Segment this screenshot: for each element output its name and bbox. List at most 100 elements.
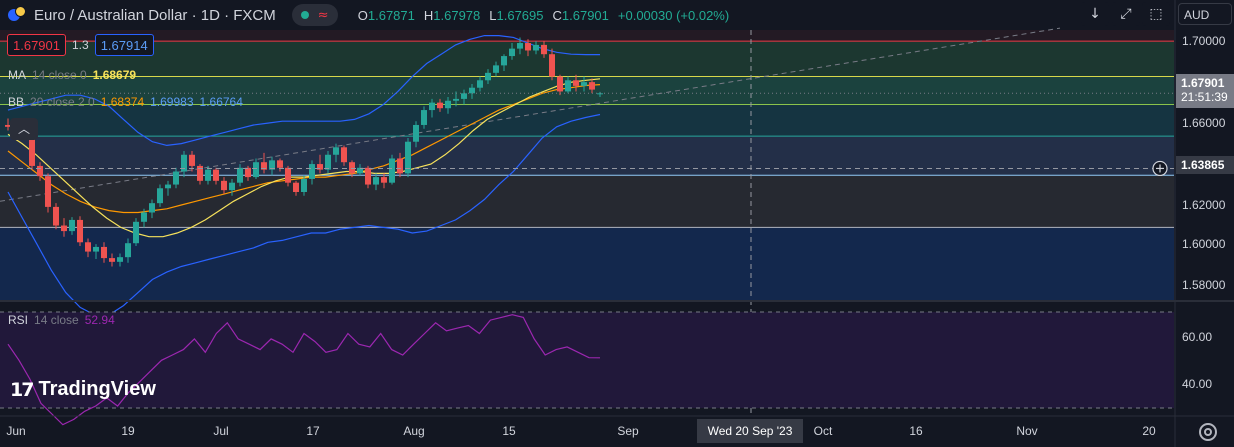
candle-body bbox=[509, 48, 515, 57]
candle-body bbox=[469, 87, 475, 94]
time-axis-label: 20 bbox=[1142, 424, 1156, 438]
bb-legend[interactable]: BB 20 close 2 0 1.68374 1.69983 1.66764 bbox=[8, 95, 243, 109]
candle-body bbox=[325, 154, 331, 170]
candle-body bbox=[333, 147, 339, 155]
snapshot-icon[interactable]: ⬚ bbox=[1142, 2, 1170, 26]
candle-body bbox=[221, 180, 227, 191]
price-axis-label: 1.58000 bbox=[1182, 278, 1226, 292]
time-axis-label: 16 bbox=[909, 424, 923, 438]
level-zone bbox=[0, 76, 1174, 105]
time-axis-label: Nov bbox=[1016, 424, 1038, 438]
candle-body bbox=[357, 167, 363, 174]
ma-value: 1.68679 bbox=[92, 68, 137, 82]
time-axis-label: Sep bbox=[617, 424, 639, 438]
candle-body bbox=[413, 124, 419, 142]
candle-body bbox=[53, 206, 59, 226]
candle-body bbox=[93, 246, 99, 252]
market-open-dot-icon bbox=[301, 11, 310, 19]
rsi-legend[interactable]: RSI 14 close 52.94 bbox=[8, 313, 115, 327]
candle-body bbox=[549, 54, 555, 77]
time-axis-label: Jun bbox=[6, 424, 26, 438]
candle-body bbox=[61, 225, 67, 232]
candle-body bbox=[229, 182, 235, 191]
ohlc-item: H1.67978 bbox=[424, 8, 480, 23]
gear-icon[interactable] bbox=[1199, 423, 1217, 441]
sell-button[interactable]: 1.67901 bbox=[7, 34, 66, 56]
rsi-axis-label: 60.00 bbox=[1182, 330, 1213, 344]
candle-body bbox=[581, 82, 587, 86]
candle-body bbox=[157, 188, 163, 204]
candle-body bbox=[277, 160, 283, 168]
level-zone bbox=[0, 227, 1174, 300]
level-zone bbox=[0, 30, 1174, 42]
chevron-up-icon[interactable]: ︿ bbox=[10, 118, 38, 140]
symbol-title[interactable]: Euro / Australian Dollar · 1D · FXCM bbox=[34, 6, 276, 24]
candle-body bbox=[525, 43, 531, 51]
candle-body bbox=[29, 138, 35, 166]
candle-body bbox=[573, 80, 579, 86]
ohlc-key: H bbox=[423, 7, 434, 23]
candle-body bbox=[453, 98, 459, 101]
ma-params: 14 close 0 bbox=[32, 68, 87, 82]
candle-body bbox=[309, 164, 315, 179]
fullscreen-icon[interactable]: ⤢ bbox=[1112, 2, 1140, 26]
quantity-value[interactable]: 1.3 bbox=[72, 38, 89, 52]
price-axis-label: 1.62000 bbox=[1182, 198, 1226, 212]
candle-body bbox=[85, 242, 91, 252]
candle-body bbox=[133, 221, 139, 244]
ma-legend[interactable]: MA 14 close 0 1.68679 bbox=[8, 68, 136, 82]
candle-body bbox=[245, 167, 251, 178]
candle-body bbox=[461, 93, 467, 99]
bb-upper-value: 1.69983 bbox=[150, 95, 194, 109]
bb-basis-value: 1.68374 bbox=[100, 95, 145, 109]
currency-select[interactable]: AUD bbox=[1178, 3, 1232, 25]
candle-body bbox=[213, 169, 219, 181]
candle-body bbox=[285, 167, 291, 183]
trendline bbox=[0, 27, 1061, 202]
candle-body bbox=[381, 177, 387, 183]
candle-body bbox=[45, 176, 51, 207]
market-status-pill[interactable]: ≈ bbox=[291, 4, 338, 26]
tradingview-logo[interactable]: 17 TradingView bbox=[10, 378, 156, 401]
ohlc-key: O bbox=[357, 7, 368, 23]
candle-body bbox=[373, 177, 379, 185]
candle-body bbox=[189, 154, 195, 166]
ohlc-legend: O1.67871 H1.67978 L1.67695 C1.67901 +0.00030… bbox=[358, 8, 729, 23]
time-axis-label: 15 bbox=[502, 424, 516, 438]
ohlc-value: 1.67695 bbox=[496, 7, 544, 23]
buy-button[interactable]: 1.67914 bbox=[94, 34, 154, 56]
candle-body bbox=[149, 203, 155, 213]
candle-body bbox=[269, 160, 275, 170]
candle-body bbox=[253, 162, 259, 178]
candle-body bbox=[37, 165, 43, 177]
last-price-tag: 1.67901 21:51:39 bbox=[1176, 74, 1234, 108]
candle-body bbox=[477, 80, 483, 88]
ohlc-item: L1.67695 bbox=[489, 8, 543, 23]
ohlc-key: L bbox=[489, 7, 497, 23]
time-axis-label: 19 bbox=[121, 424, 135, 438]
price-axis-label: 1.66000 bbox=[1182, 116, 1226, 130]
bb-name: BB bbox=[8, 95, 25, 109]
last-price-value: 1.67901 bbox=[1181, 76, 1225, 90]
candle-body bbox=[77, 219, 83, 243]
rsi-value: 52.94 bbox=[84, 313, 115, 327]
arrow-down-icon[interactable]: ↓ bbox=[1081, 2, 1109, 26]
price-axis-label: 1.70000 bbox=[1182, 34, 1226, 48]
candle-body bbox=[141, 212, 147, 222]
bar-countdown: 21:51:39 bbox=[1181, 90, 1228, 104]
candle-body bbox=[501, 56, 507, 66]
candle-body bbox=[109, 258, 115, 262]
ohlc-value: 1.67871 bbox=[367, 7, 415, 23]
candle-body bbox=[565, 80, 571, 92]
time-axis-label: 17 bbox=[306, 424, 320, 438]
crosshair-price-tag: 1.63865 bbox=[1176, 156, 1234, 174]
rsi-line bbox=[7, 314, 601, 426]
candle-body bbox=[389, 158, 395, 183]
ohlc-value: 1.67901 bbox=[561, 7, 609, 23]
candle-body bbox=[205, 169, 211, 181]
candle-body bbox=[349, 162, 355, 174]
candle-body bbox=[181, 154, 187, 172]
candle-body bbox=[237, 167, 243, 183]
candle-body bbox=[293, 182, 299, 192]
